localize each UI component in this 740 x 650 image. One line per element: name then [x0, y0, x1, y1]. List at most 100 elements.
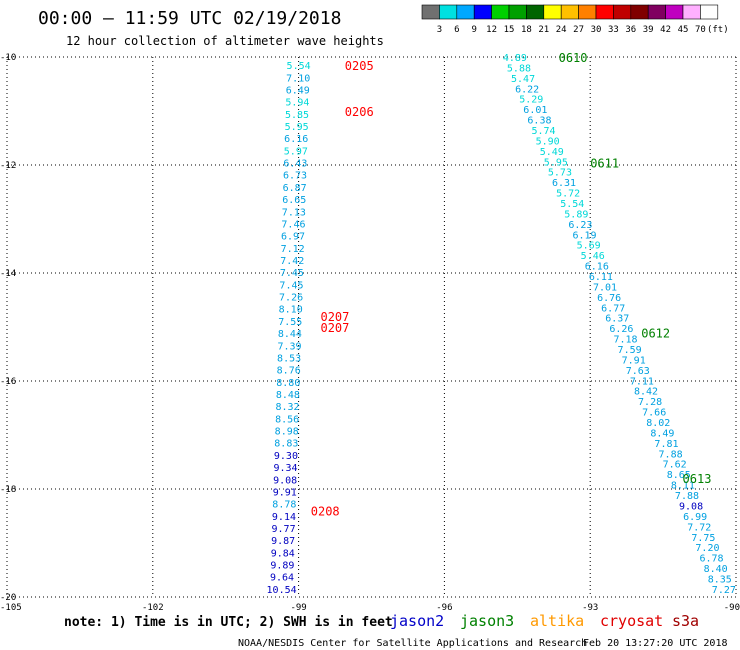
satellite-label: s3a: [672, 612, 699, 630]
wave-height-label: 6.11: [589, 272, 613, 283]
time-annotation: 0612: [641, 326, 670, 340]
wave-height-label: 7.26: [279, 293, 303, 304]
colorbar-label: 33: [608, 25, 619, 35]
time-annotation: 0610: [559, 51, 588, 65]
wave-height-label: 7.11: [630, 376, 654, 387]
colorbar-swatch: [473, 4, 492, 20]
wave-height-label: 7.28: [638, 397, 662, 408]
wave-height-label: 8.56: [275, 414, 299, 425]
axis-ticks: -10 -12 -14 -16 -18 -20-105 -102 -99 -96 -93 -90: [0, 53, 740, 613]
colorbar-label: 30: [591, 25, 602, 35]
colorbar-swatch: [456, 4, 475, 20]
wave-height-label: 6.65: [282, 195, 306, 206]
satellite-label: cryosat: [600, 612, 663, 630]
colorbar-swatch: [421, 4, 440, 20]
wave-height-label: 5.47: [511, 74, 535, 85]
wave-height-label: 5.69: [577, 241, 601, 252]
wave-height-label: 7.66: [642, 408, 666, 419]
wave-height-label: 9.34: [273, 463, 297, 474]
wave-height-label: 6.77: [601, 303, 625, 314]
wave-height-label: 6.43: [283, 159, 307, 170]
wave-height-label: 7.88: [659, 449, 683, 460]
colorbar-swatch: [439, 4, 458, 20]
wave-height-label: 7.88: [675, 491, 699, 502]
time-annotation: 0207: [320, 321, 349, 335]
y-tick-label: -12: [0, 161, 16, 171]
wave-height-label: 6.16: [585, 262, 609, 273]
time-annotation: 0611: [590, 156, 619, 170]
wave-height-label: 7.01: [593, 282, 617, 293]
wave-height-label: 6.22: [515, 84, 539, 95]
data-points: 5.547.106.495.945.855.956.165.976.436.73…: [267, 53, 736, 596]
x-tick-label: -90: [724, 603, 740, 613]
wave-height-label: 8.65: [667, 470, 691, 481]
wave-height-label: 9.89: [270, 561, 294, 572]
wave-height-label: 6.99: [683, 512, 707, 523]
colorbar-label: 70: [695, 25, 706, 35]
wave-height-label: 7.62: [663, 460, 687, 471]
wave-height-label: 6.37: [605, 314, 629, 325]
y-tick-label: -14: [0, 269, 16, 279]
wave-height-label: 5.97: [284, 146, 308, 157]
time-annotation: 0206: [345, 105, 374, 119]
colorbar-label: 36: [625, 25, 636, 35]
wave-height-label: 7.46: [281, 219, 305, 230]
colorbar-label: 6: [454, 25, 459, 35]
colorbar-label: 21: [538, 25, 549, 35]
wave-height-label: 8.78: [272, 500, 296, 511]
colorbar-label: 9: [471, 25, 476, 35]
wave-height-label: 7.27: [712, 585, 736, 596]
wave-height-label: 7.45: [279, 280, 303, 291]
colorbar-swatch: [560, 4, 579, 20]
y-tick-label: -18: [0, 485, 16, 495]
x-tick-label: -93: [582, 603, 598, 613]
wave-height-label: 8.10: [279, 305, 303, 316]
wave-height-label: 4.89: [503, 53, 527, 64]
wave-height-label: 7.72: [687, 522, 711, 533]
time-annotation: 0205: [345, 59, 374, 73]
wave-height-label: 9.87: [271, 536, 295, 547]
wave-height-label: 6.38: [527, 116, 551, 127]
wave-height-label: 6.78: [700, 554, 724, 565]
wave-height-label: 8.49: [650, 428, 674, 439]
wave-height-label: 7.59: [618, 345, 642, 356]
wave-height-label: 10.54: [267, 585, 297, 596]
time-annotation: 0208: [311, 505, 340, 519]
wave-height-label: 9.30: [274, 451, 298, 462]
time-annotation: 0207: [320, 310, 349, 324]
footer-credit: NOAA/NESDIS Center for Satellite Applica…: [238, 638, 587, 649]
wave-height-label: 5.73: [548, 168, 572, 179]
wave-height-label: 6.01: [523, 105, 547, 116]
wave-height-label: 7.63: [626, 366, 650, 377]
x-tick-label: -102: [142, 603, 164, 613]
colorbar-swatch: [526, 4, 545, 20]
colorbar-label: (ft): [707, 25, 729, 35]
wave-height-label: 9.14: [272, 512, 296, 523]
satellite-legend: jason2 jason3 altika cryosat s3a: [390, 612, 699, 630]
colorbar-swatch: [630, 4, 649, 20]
colorbar-label: 27: [573, 25, 584, 35]
colorbar-swatch: [543, 4, 562, 20]
wave-height-label: 5.88: [507, 63, 531, 74]
y-tick-label: -16: [0, 377, 16, 387]
wave-height-label: 6.76: [597, 293, 621, 304]
chart-title: 00:00 – 11:59 UTC 02/19/2018: [38, 8, 341, 29]
wave-height-label: 6.87: [283, 183, 307, 194]
wave-height-label: 7.81: [654, 439, 678, 450]
colorbar-label: 39: [643, 25, 654, 35]
wave-height-label: 9.84: [271, 548, 295, 559]
wave-height-label: 8.11: [671, 481, 695, 492]
wave-height-label: 7.55: [278, 317, 302, 328]
colorbar-label: 18: [521, 25, 532, 35]
colorbar-swatch: [508, 4, 527, 20]
wave-height-label: 8.53: [277, 353, 301, 364]
time-annotation: 0613: [683, 472, 712, 486]
y-tick-label: -20: [0, 593, 16, 603]
wave-height-label: 8.40: [704, 564, 728, 575]
wave-height-label: 5.95: [285, 122, 309, 133]
wave-height-label: 6.26: [609, 324, 633, 335]
wave-height-label: 5.89: [564, 209, 588, 220]
wave-height-label: 8.80: [276, 378, 300, 389]
wave-height-label: 6.97: [281, 232, 305, 243]
colorbar-swatch: [613, 4, 632, 20]
